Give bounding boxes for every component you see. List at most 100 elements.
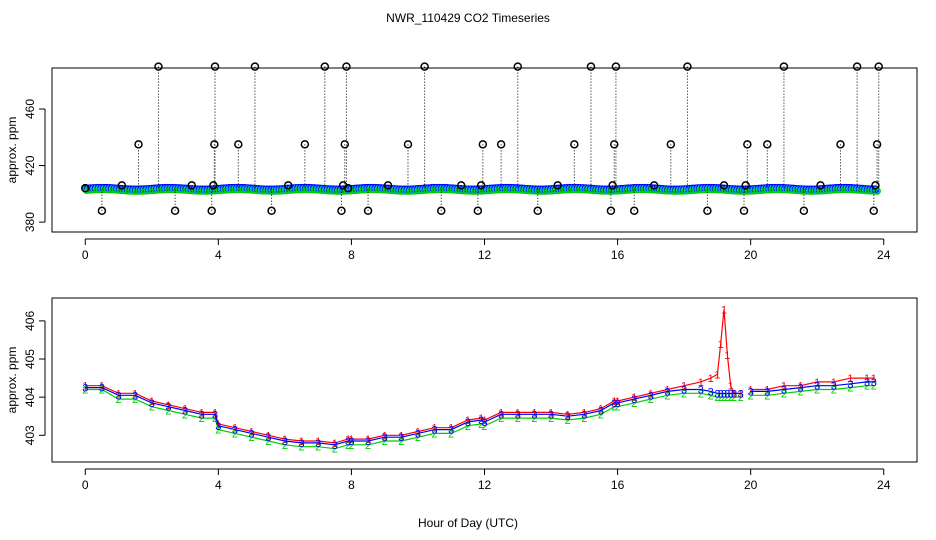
series-2-marker: 2 — [648, 394, 654, 406]
series-3-marker: 3 — [298, 438, 304, 450]
series-2-marker: 2 — [664, 390, 670, 402]
series-2-marker: 2 — [847, 383, 853, 395]
series-1-line — [85, 309, 741, 444]
series-3-marker: 3 — [212, 409, 218, 421]
series-2-marker: 2 — [232, 428, 238, 440]
top-y-axis-label: approx. ppm — [5, 117, 19, 184]
series-3-marker: 3 — [345, 436, 351, 448]
series-1-marker: 1 — [249, 426, 255, 438]
outlier-point — [97, 206, 107, 216]
series-3-marker: 3 — [215, 421, 221, 433]
series-1-marker: 1 — [282, 434, 288, 446]
outlier-point — [553, 181, 562, 190]
series-1-marker: 1 — [681, 381, 687, 393]
series-2-marker: 2 — [781, 388, 787, 400]
x-axis-label: Hour of Day (UTC) — [418, 516, 518, 530]
series-1-marker: 1 — [714, 369, 720, 381]
top-panel: 0 4 8 12 16 20 24 380 420 460 approx. ppm — [5, 62, 918, 262]
series-3-marker: 3 — [265, 432, 271, 444]
outlier-point — [342, 62, 351, 71]
series-3-marker: 3 — [365, 436, 371, 448]
series-2-marker: 2 — [165, 406, 171, 418]
bottom-x-tick-label: 20 — [744, 478, 758, 492]
bottom-x-tick-label: 12 — [478, 478, 492, 492]
series-2-marker: 2 — [415, 432, 421, 444]
outlier-point — [869, 206, 878, 216]
series-1-marker: 1 — [115, 388, 121, 400]
series-1-marker: 1 — [465, 415, 471, 427]
series-1-marker: 1 — [415, 426, 421, 438]
series-3-marker: 3 — [581, 409, 587, 421]
series-1-marker: 1 — [199, 407, 205, 419]
outlier-point — [476, 181, 486, 190]
outlier-point — [383, 181, 393, 190]
outlier-point — [513, 62, 523, 71]
outlier-point — [836, 140, 845, 149]
series-2-marker: 2 — [282, 440, 288, 452]
outlier-point — [340, 140, 350, 149]
series-1-marker: 1 — [631, 392, 637, 404]
top-y-tick-label: 420 — [23, 155, 37, 175]
bottom-y-tick-label: 404 — [23, 387, 37, 407]
top-x-tick-label: 12 — [478, 248, 492, 262]
outlier-point — [606, 206, 616, 216]
series-3-marker: 3 — [448, 425, 454, 437]
top-x-tick-label: 4 — [215, 248, 222, 262]
series-1-marker: 1 — [611, 396, 617, 408]
series-1-marker: 1 — [847, 373, 853, 385]
outlier-point — [872, 140, 882, 149]
series-1-marker: 1 — [864, 373, 870, 385]
series-3-marker: 3 — [648, 390, 654, 402]
series-2-marker: 2 — [615, 402, 621, 414]
series-3-line — [750, 381, 874, 392]
top-y-tick-label: 380 — [23, 212, 37, 232]
series-3-marker: 3 — [681, 385, 687, 397]
series-3-marker: 3 — [718, 388, 724, 400]
series-3-marker: 3 — [814, 381, 820, 393]
series-3-marker: 3 — [82, 383, 88, 395]
series-1-marker: 1 — [212, 407, 218, 419]
outlier-point — [610, 140, 619, 149]
outlier-point — [300, 140, 310, 149]
series-3-marker: 3 — [731, 388, 737, 400]
series-2-marker: 2 — [831, 385, 837, 397]
series-1-marker: 1 — [764, 385, 770, 397]
top-x-tick-label: 8 — [348, 248, 355, 262]
outlier-point — [234, 140, 243, 149]
series-3-marker: 3 — [432, 425, 438, 437]
series-2-marker: 2 — [718, 392, 724, 404]
series-3-marker: 3 — [315, 438, 321, 450]
series-1-marker: 1 — [99, 381, 105, 393]
series-1-marker: 1 — [82, 381, 88, 393]
series-1-marker: 1 — [648, 388, 654, 400]
outlier-point — [852, 62, 862, 71]
series-2-marker: 2 — [871, 381, 877, 393]
series-3-marker: 3 — [398, 432, 404, 444]
series-3-marker: 3 — [115, 390, 121, 402]
series-3-marker: 3 — [232, 425, 238, 437]
outlier-point — [337, 206, 346, 216]
outlier-point — [283, 181, 293, 190]
series-2-marker: 2 — [515, 413, 521, 425]
series-1-marker: 1 — [165, 400, 171, 412]
series-3-marker: 3 — [182, 406, 188, 418]
series-1-marker: 1 — [548, 407, 554, 419]
outlier-point — [456, 181, 466, 190]
outlier-point — [649, 181, 659, 190]
series-3-marker: 3 — [249, 428, 255, 440]
outlier-point — [267, 206, 276, 216]
series-1-marker: 1 — [731, 388, 737, 400]
series-3-marker: 3 — [724, 388, 730, 400]
outlier-point — [320, 62, 330, 71]
series-3-marker: 3 — [728, 388, 734, 400]
series-3-marker: 3 — [515, 409, 521, 421]
series-3-line — [85, 387, 741, 446]
series-1-marker: 1 — [345, 434, 351, 446]
outlier-point — [666, 140, 676, 149]
series-1-marker: 1 — [871, 373, 877, 385]
series-2-marker: 2 — [398, 436, 404, 448]
outlier-point — [763, 140, 772, 149]
outlier-point — [473, 206, 483, 216]
top-baseline-series — [81, 183, 881, 195]
